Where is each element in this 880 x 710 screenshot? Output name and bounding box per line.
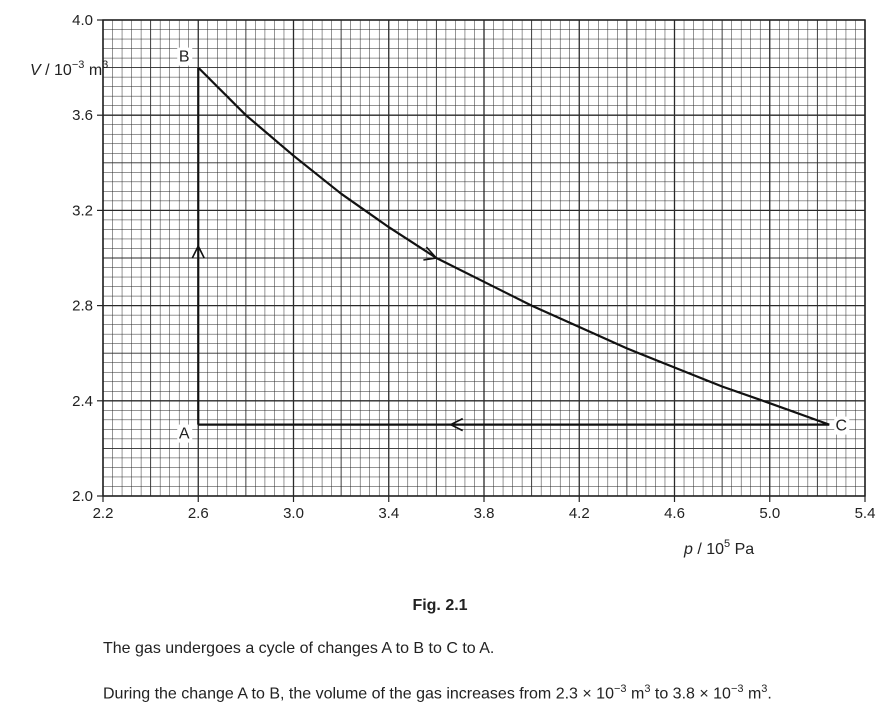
- arrow-up-a-to-b: [191, 244, 205, 259]
- chart-paths: [191, 66, 830, 432]
- y-tick-label: 3.2: [72, 202, 93, 219]
- point-label-b: B: [179, 49, 190, 66]
- x-tick-label: 2.6: [188, 505, 209, 522]
- body-text-cycle: The gas undergoes a cycle of changes A t…: [103, 640, 495, 657]
- arrow-left-c-to-a: [448, 417, 464, 432]
- x-tick-label: 2.2: [93, 505, 114, 522]
- pv-chart: 2.2 2.6 3.0 3.4 3.8 4.2 4.6 5.0 5.4 2.0 2.4 2.8 3.2 3…: [30, 12, 875, 558]
- y-tick-label: 3.6: [72, 107, 93, 124]
- x-axis-label: p / 105 Pa: [683, 538, 754, 558]
- x-tick-label: 3.0: [283, 505, 304, 522]
- x-tick-label: 3.8: [474, 505, 495, 522]
- chart-point-labels: A B C: [177, 47, 850, 443]
- y-tick-label: 2.8: [72, 298, 93, 315]
- point-label-a: A: [179, 426, 190, 443]
- x-tick-label: 3.4: [378, 505, 399, 522]
- y-tick-label: 2.0: [72, 488, 93, 505]
- y-tick-label: 4.0: [72, 12, 93, 29]
- x-tick-label: 5.4: [855, 505, 876, 522]
- arrow-down-b-to-c: [423, 246, 438, 261]
- x-tick-label: 4.6: [664, 505, 685, 522]
- point-label-c: C: [836, 418, 848, 435]
- y-tick-label: 2.4: [72, 393, 93, 410]
- point-label-bg: [834, 416, 850, 435]
- body-text-volume: During the change A to B, the volume of …: [103, 683, 772, 703]
- x-tick-label: 5.0: [759, 505, 780, 522]
- path-b-to-c: [197, 66, 830, 426]
- y-axis-label: V / 10−3 m3: [30, 59, 108, 79]
- figure-caption: Fig. 2.1: [412, 597, 468, 614]
- x-tick-label: 4.2: [569, 505, 590, 522]
- point-label-bg: [177, 424, 193, 443]
- chart-grid: [102, 19, 866, 497]
- chart-tick-labels: 2.2 2.6 3.0 3.4 3.8 4.2 4.6 5.0 5.4 2.0 2.4 2.8 3.2 3…: [72, 12, 875, 522]
- point-label-bg: [177, 47, 193, 66]
